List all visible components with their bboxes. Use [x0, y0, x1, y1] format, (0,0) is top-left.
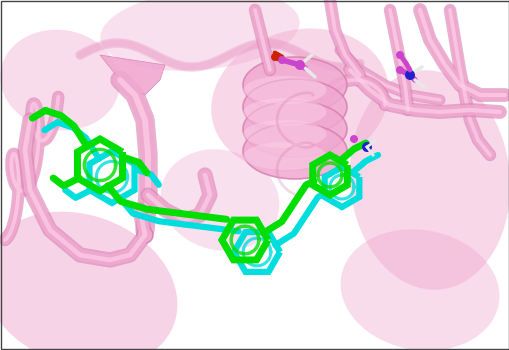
- Ellipse shape: [1, 30, 120, 130]
- Ellipse shape: [242, 123, 346, 179]
- Ellipse shape: [242, 79, 346, 135]
- Circle shape: [294, 60, 304, 70]
- Circle shape: [270, 53, 278, 61]
- Polygon shape: [100, 55, 165, 95]
- Ellipse shape: [243, 98, 326, 126]
- Circle shape: [277, 56, 286, 64]
- Ellipse shape: [100, 0, 299, 71]
- Circle shape: [137, 227, 153, 243]
- Ellipse shape: [243, 142, 326, 170]
- Ellipse shape: [243, 120, 326, 148]
- Ellipse shape: [349, 70, 509, 290]
- Ellipse shape: [243, 76, 326, 104]
- Circle shape: [395, 51, 403, 59]
- Circle shape: [395, 66, 403, 74]
- Ellipse shape: [242, 101, 346, 157]
- Ellipse shape: [0, 212, 177, 350]
- Circle shape: [361, 142, 371, 152]
- Circle shape: [404, 70, 414, 80]
- Circle shape: [349, 135, 357, 143]
- Ellipse shape: [211, 28, 388, 171]
- Ellipse shape: [160, 149, 279, 251]
- Ellipse shape: [242, 57, 346, 113]
- Ellipse shape: [340, 229, 498, 350]
